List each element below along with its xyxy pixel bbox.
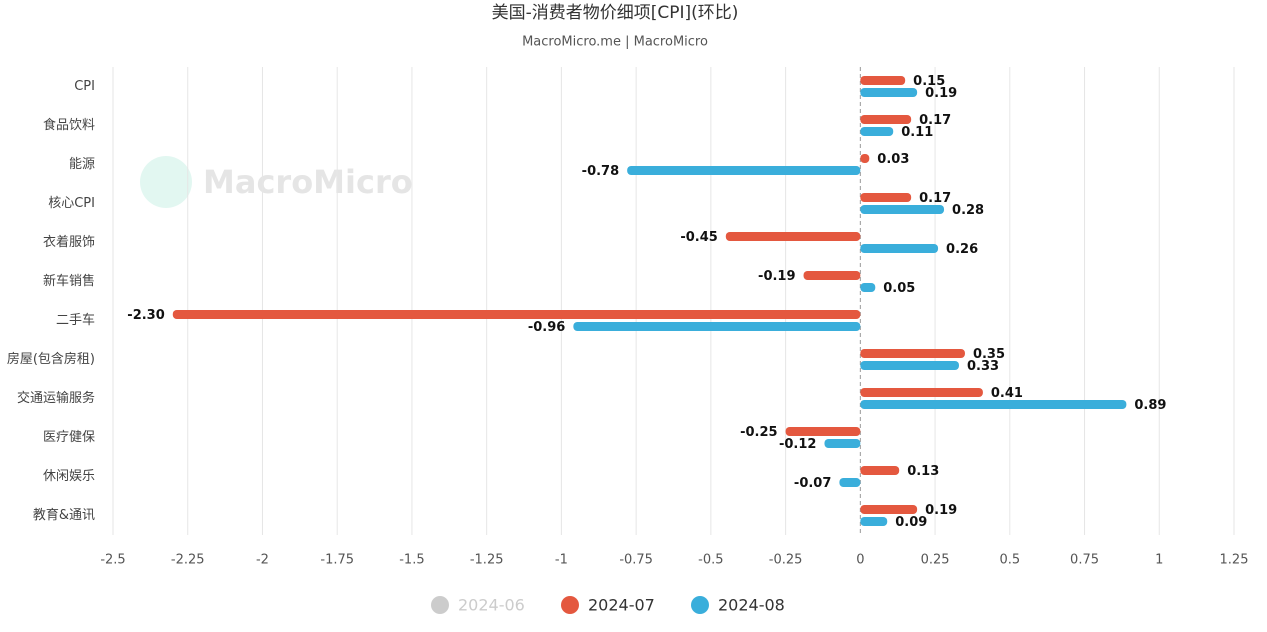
chart-subtitle: MacroMicro.me | MacroMicro <box>522 35 708 50</box>
x-tick-label: -0.25 <box>769 553 803 568</box>
value-label: -0.45 <box>680 230 717 245</box>
bar <box>172 310 861 319</box>
y-tick-label: 核心CPI <box>48 196 95 211</box>
bar <box>860 127 894 136</box>
y-tick-label: 休闲娱乐 <box>43 469 95 484</box>
value-label: -0.78 <box>582 164 619 179</box>
y-tick-label: 教育&通讯 <box>33 507 95 523</box>
value-label: 0.13 <box>907 464 939 479</box>
bar <box>824 439 861 448</box>
x-tick-label: 0.75 <box>1070 553 1099 568</box>
value-label: -0.07 <box>794 476 831 491</box>
chart-title: 美国-消费者物价细项[CPI](环比) <box>492 3 739 23</box>
y-tick-label: 食品饮料 <box>43 117 95 133</box>
bar <box>860 283 876 292</box>
legend-item[interactable]: 2024-07 <box>561 596 655 615</box>
value-label: 0.33 <box>967 359 999 374</box>
value-label: 0.05 <box>883 281 915 296</box>
bar <box>860 244 939 253</box>
x-tick-label: -0.5 <box>698 553 723 568</box>
legend-marker <box>691 596 709 614</box>
bar <box>860 400 1127 409</box>
value-label: 0.15 <box>913 74 945 89</box>
value-label: -0.12 <box>779 437 816 452</box>
watermark-logo <box>140 156 192 208</box>
x-tick-label: -2.5 <box>100 553 125 568</box>
bar <box>860 505 918 514</box>
bar <box>627 166 861 175</box>
bar <box>839 478 861 487</box>
legend-marker <box>431 596 449 614</box>
legend-marker <box>561 596 579 614</box>
value-label: -0.96 <box>528 320 565 335</box>
legend-label: 2024-08 <box>718 596 785 615</box>
x-tick-label: 0.5 <box>999 553 1020 568</box>
y-tick-label: 医疗健保 <box>43 430 95 445</box>
bar <box>725 232 861 241</box>
bar <box>860 154 870 163</box>
x-tick-label: -1 <box>555 553 568 568</box>
x-tick-label: 1.25 <box>1220 553 1249 568</box>
y-tick-label: 衣着服饰 <box>43 234 95 250</box>
x-tick-label: -1.75 <box>320 553 354 568</box>
bar <box>860 349 965 358</box>
bar <box>860 115 912 124</box>
value-label: 0.26 <box>946 242 978 257</box>
x-tick-label: -2 <box>256 553 269 568</box>
value-label: 0.35 <box>973 347 1005 362</box>
x-tick-label: -1.5 <box>399 553 424 568</box>
bar <box>573 322 861 331</box>
bar <box>860 88 918 97</box>
legend-label: 2024-07 <box>588 596 655 615</box>
x-tick-label: 0 <box>856 553 864 568</box>
y-tick-label: 能源 <box>69 157 95 172</box>
value-label: 0.03 <box>877 152 909 167</box>
value-label: 0.28 <box>952 203 984 218</box>
bar <box>860 193 912 202</box>
x-tick-label: -2.25 <box>171 553 205 568</box>
value-label: 0.19 <box>925 86 957 101</box>
value-label: 0.09 <box>895 515 927 530</box>
value-label: 0.41 <box>991 386 1023 401</box>
x-tick-label: 1 <box>1155 553 1163 568</box>
bar <box>860 205 945 214</box>
value-label: -0.25 <box>740 425 777 440</box>
bar <box>860 466 900 475</box>
bar <box>803 271 861 280</box>
x-tick-label: 0.25 <box>921 553 950 568</box>
bar <box>860 361 959 370</box>
value-label: -0.19 <box>758 269 795 284</box>
value-label: 0.19 <box>925 503 957 518</box>
bar <box>860 76 906 85</box>
y-tick-label: CPI <box>74 79 95 94</box>
watermark: MacroMicro <box>203 163 413 201</box>
bar <box>860 517 888 526</box>
legend-item[interactable]: 2024-08 <box>691 596 785 615</box>
y-tick-label: 二手车 <box>56 312 95 328</box>
x-tick-label: -1.25 <box>470 553 504 568</box>
legend-label: 2024-06 <box>458 596 525 615</box>
value-label: 0.11 <box>901 125 933 140</box>
value-label: 0.17 <box>919 113 951 128</box>
y-tick-label: 房屋(包含房租) <box>7 351 95 367</box>
x-tick-label: -0.75 <box>619 553 653 568</box>
value-label: 0.89 <box>1134 398 1166 413</box>
value-label: 0.17 <box>919 191 951 206</box>
bar <box>860 388 983 397</box>
value-label: -2.30 <box>127 308 164 323</box>
y-tick-label: 新车销售 <box>43 273 95 289</box>
legend-item[interactable]: 2024-06 <box>431 596 525 615</box>
y-tick-label: 交通运输服务 <box>17 390 95 406</box>
bar <box>785 427 861 436</box>
